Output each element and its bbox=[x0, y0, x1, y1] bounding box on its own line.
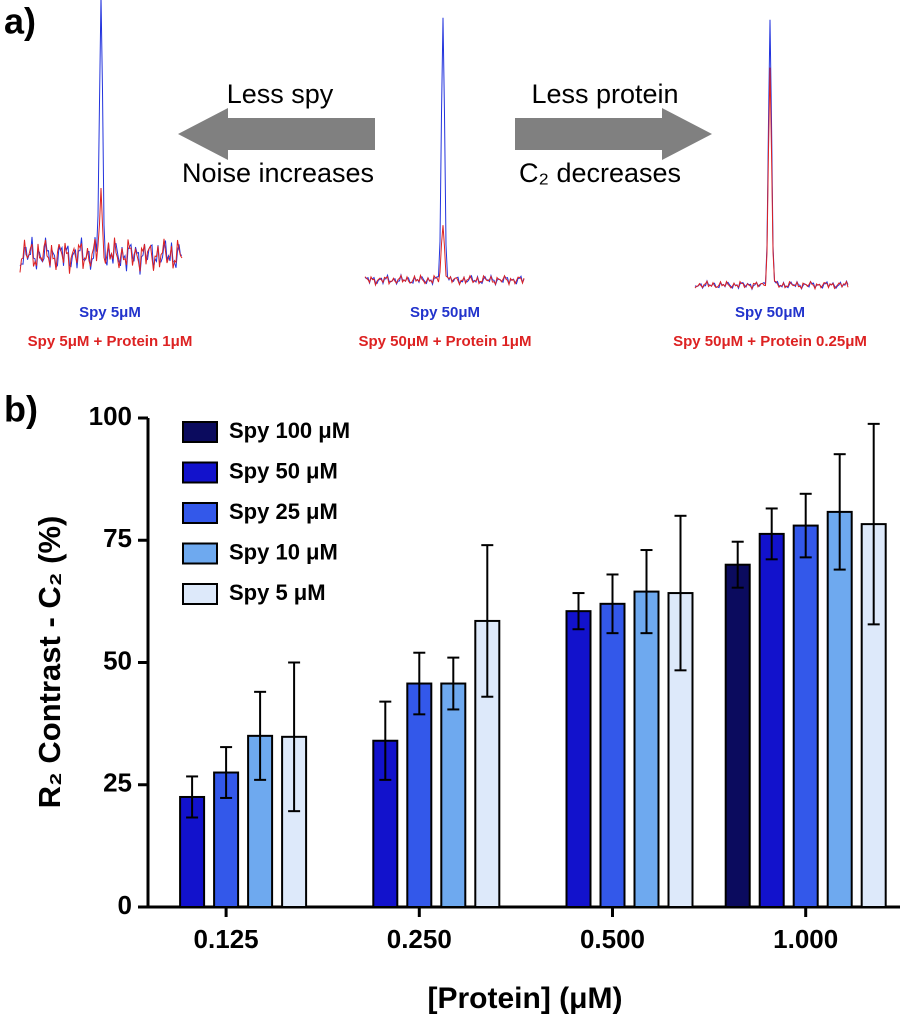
bar bbox=[247, 734, 274, 908]
error-bar bbox=[186, 775, 199, 819]
error-bar bbox=[481, 544, 494, 698]
y-axis-label: R₂ Contrast - C₂ (%) bbox=[32, 516, 67, 809]
y-tick-label: 0 bbox=[118, 890, 132, 920]
error-bar bbox=[833, 453, 846, 571]
error-bar bbox=[867, 422, 880, 626]
spectrum bbox=[19, 0, 183, 275]
x-tick-label: 0.250 bbox=[387, 924, 452, 954]
error-bar bbox=[731, 540, 744, 589]
bar bbox=[758, 532, 785, 908]
bar bbox=[406, 682, 433, 908]
error-bar bbox=[413, 651, 426, 716]
legend-swatch bbox=[182, 421, 218, 443]
x-tick-label: 1.000 bbox=[773, 924, 838, 954]
legend-label: Spy 100 μM bbox=[229, 418, 350, 443]
error-bar bbox=[606, 573, 619, 635]
legend-label: Spy 25 μM bbox=[229, 499, 338, 524]
spectrum-label: Spy 50μM bbox=[735, 304, 805, 321]
x-tick-label: 0.500 bbox=[580, 924, 645, 954]
x-axis-label: [Protein] (μM) bbox=[428, 982, 623, 1015]
legend-label: Spy 5 μM bbox=[229, 580, 326, 605]
legend-swatch bbox=[182, 502, 218, 524]
x-tick-label: 0.125 bbox=[194, 924, 259, 954]
panel-label: b) bbox=[4, 389, 38, 430]
bar bbox=[565, 610, 592, 909]
arrow-text: Noise increases bbox=[182, 158, 374, 188]
error-bar bbox=[640, 549, 653, 635]
error-bar bbox=[572, 592, 585, 631]
legend-label: Spy 10 μM bbox=[229, 539, 338, 564]
error-bar bbox=[447, 656, 460, 711]
y-tick-label: 25 bbox=[103, 768, 132, 798]
bar bbox=[599, 602, 626, 908]
spectrum-label: Spy 5μM + Protein 1μM bbox=[28, 333, 193, 350]
legend-swatch bbox=[182, 461, 218, 484]
spectrum bbox=[19, 187, 183, 274]
bar bbox=[633, 590, 660, 908]
error-bar bbox=[379, 700, 392, 781]
spectrum bbox=[694, 67, 849, 291]
arrow-text: C₂ decreases bbox=[519, 158, 681, 188]
spectrum-label: Spy 50μM bbox=[410, 304, 480, 321]
spectrum-label: Spy 50μM + Protein 1μM bbox=[359, 333, 532, 350]
y-tick-label: 75 bbox=[103, 523, 132, 553]
legend-swatch bbox=[182, 542, 218, 565]
error-bar bbox=[799, 492, 812, 559]
error-bar bbox=[674, 514, 687, 672]
arrow-text: Less spy bbox=[227, 79, 334, 109]
spectrum-label: Spy 5μM bbox=[79, 304, 141, 321]
y-tick-label: 50 bbox=[103, 645, 132, 675]
y-tick-label: 100 bbox=[89, 401, 132, 431]
bar bbox=[792, 524, 819, 909]
bar bbox=[724, 563, 751, 908]
spectrum bbox=[364, 225, 525, 287]
error-bar bbox=[254, 690, 267, 781]
legend-label: Spy 50 μM bbox=[229, 458, 338, 483]
arrow bbox=[178, 108, 375, 160]
legend-swatch bbox=[182, 583, 218, 605]
error-bar bbox=[220, 746, 233, 799]
bar bbox=[440, 682, 467, 908]
error-bar bbox=[288, 661, 301, 813]
arrow bbox=[515, 108, 712, 160]
bar bbox=[826, 510, 853, 908]
arrow-text: Less protein bbox=[531, 79, 678, 109]
spectrum-label: Spy 50μM + Protein 0.25μM bbox=[673, 333, 867, 350]
panel-label: a) bbox=[4, 1, 36, 42]
error-bar bbox=[765, 507, 778, 561]
